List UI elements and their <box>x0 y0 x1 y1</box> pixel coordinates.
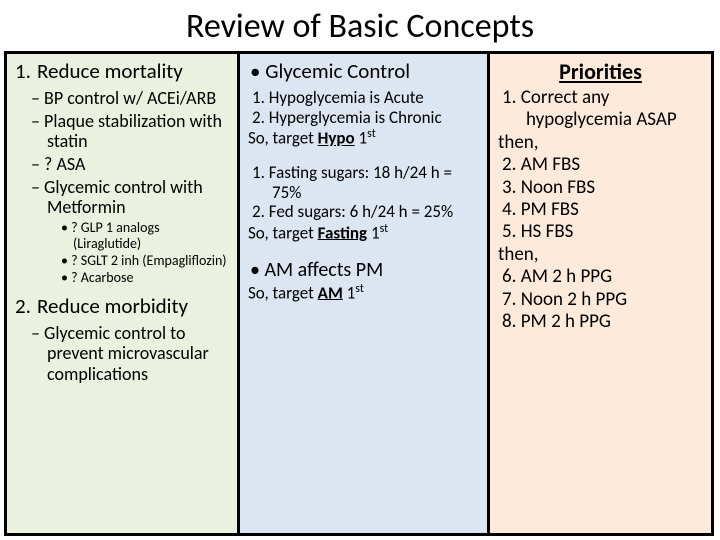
pri-7: 7. Noon 2 h PPG <box>526 289 703 311</box>
col2-b1-so: So, target Hypo 1st <box>248 127 479 149</box>
pri-4: 4. PM FBS <box>526 199 703 221</box>
column-right: Priorities 1. Correct any hypoglycemia A… <box>490 51 714 536</box>
col1-sub-b: Plaque stabilization with statin <box>47 111 229 152</box>
pri-then2: then, <box>498 244 703 266</box>
pri-1: 1. Correct any hypoglycemia ASAP <box>526 87 703 132</box>
pri-3: 3. Noon FBS <box>526 177 703 199</box>
slide: Review of Basic Concepts 1.Reduce mortal… <box>0 0 720 540</box>
so-bold: Fasting <box>318 222 367 243</box>
pri-5: 5. HS FBS <box>526 221 703 243</box>
col1-item1: 1.Reduce mortality <box>15 58 229 84</box>
col2-b1-l2: 2. Hyperglycemia is Chronic <box>272 108 479 128</box>
pri-then1: then, <box>498 132 703 154</box>
column-middle: Glycemic Control 1. Hypoglycemia is Acut… <box>240 51 490 536</box>
col1-item2: 2.Reduce morbidity <box>15 293 229 319</box>
so-sup: st <box>355 282 364 296</box>
so-sup: st <box>367 127 376 141</box>
so-post: 1 <box>355 128 367 149</box>
so-sup: st <box>380 222 389 236</box>
pri-6: 6. AM 2 h PPG <box>526 266 703 288</box>
text: Reduce morbidity <box>37 293 188 319</box>
so-post: 1 <box>367 222 379 243</box>
pri-2: 2. AM FBS <box>526 154 703 176</box>
pri-8: 8. PM 2 h PPG <box>526 311 703 333</box>
col2-b2-so: So, target Fasting 1st <box>248 222 479 244</box>
col2-b1-l1: 1. Hypoglycemia is Acute <box>272 88 479 108</box>
col1-sub-c: ? ASA <box>47 154 229 175</box>
so-bold: AM <box>318 282 343 303</box>
content-grid: 1.Reduce mortality BP control w/ ACEi/AR… <box>0 51 720 540</box>
num: 2. <box>15 293 37 319</box>
col1-sub-a: BP control w/ ACEi/ARB <box>47 88 229 109</box>
col1-bullet-c: ? Acarbose <box>73 270 229 286</box>
slide-title: Review of Basic Concepts <box>0 0 720 51</box>
col1-bullet-b: ? SGLT 2 inh (Empagliflozin) <box>73 253 229 269</box>
priorities-title: Priorities <box>498 58 703 85</box>
so-bold: Hypo <box>318 128 355 149</box>
col2-heading: Glycemic Control <box>266 58 479 84</box>
col1-sub-d: Glycemic control with Metformin <box>47 177 229 218</box>
so-post: 1 <box>343 282 355 303</box>
text: Reduce mortality <box>37 58 183 84</box>
so-pre: So, target <box>248 222 318 243</box>
col2-b2-l1: 1. Fasting sugars: 18 h/24 h = 75% <box>272 163 479 202</box>
col1-bullet-a: ? GLP 1 analogs (Liraglutide) <box>73 220 229 252</box>
so-pre: So, target <box>248 128 318 149</box>
num: 1. <box>15 58 37 84</box>
col2-b3-heading: AM affects PM <box>266 258 479 282</box>
col2-b2-l2: 2. Fed sugars: 6 h/24 h = 25% <box>272 202 479 222</box>
column-left: 1.Reduce mortality BP control w/ ACEi/AR… <box>4 51 240 536</box>
col1-sub2-a: Glycemic control to prevent microvascula… <box>47 323 229 385</box>
col2-b3-so: So, target AM 1st <box>248 282 479 304</box>
so-pre: So, target <box>248 282 318 303</box>
